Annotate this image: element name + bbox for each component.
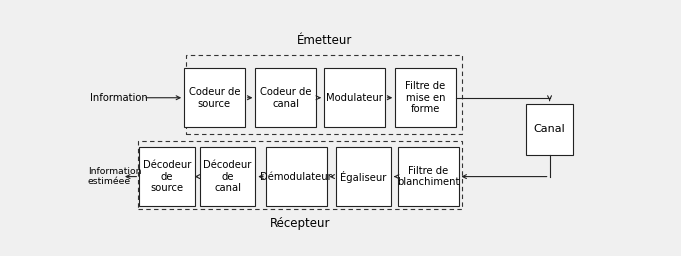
Bar	[200, 147, 255, 206]
Text: Émetteur: Émetteur	[297, 35, 352, 47]
Bar	[336, 147, 391, 206]
Bar	[255, 68, 316, 127]
Text: Récepteur: Récepteur	[270, 217, 330, 230]
Bar	[138, 141, 462, 209]
Bar	[187, 55, 462, 134]
Text: Décodeur
de
canal: Décodeur de canal	[204, 160, 252, 193]
Text: Décodeur
de
source: Décodeur de source	[143, 160, 191, 193]
Bar	[526, 104, 573, 155]
Text: Filtre de
mise en
forme: Filtre de mise en forme	[405, 81, 445, 114]
Bar	[395, 68, 456, 127]
Bar	[184, 68, 244, 127]
Text: Information
estiméee: Information estiméee	[88, 167, 141, 186]
Bar	[139, 147, 195, 206]
Text: Démodulateur: Démodulateur	[260, 172, 332, 182]
Bar	[398, 147, 458, 206]
Bar	[266, 147, 327, 206]
Text: Information: Information	[91, 93, 148, 103]
Text: Filtre de
blanchiment: Filtre de blanchiment	[397, 166, 460, 187]
Text: Égaliseur: Égaliseur	[340, 170, 386, 183]
Text: Modulateur: Modulateur	[326, 93, 383, 103]
Bar	[324, 68, 385, 127]
Text: Codeur de
canal: Codeur de canal	[260, 87, 311, 109]
Text: Codeur de
source: Codeur de source	[189, 87, 240, 109]
Text: Canal: Canal	[534, 124, 565, 134]
